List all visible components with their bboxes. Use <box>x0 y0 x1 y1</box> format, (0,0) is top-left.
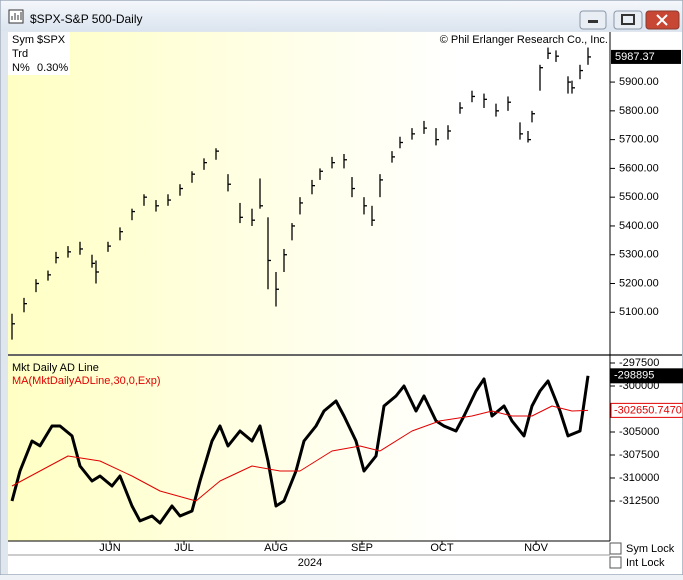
window-title: $SPX-S&P 500-Daily <box>30 12 143 26</box>
last-price-label: 5987.37 <box>615 51 655 63</box>
x-tick-label: SEP <box>351 542 373 554</box>
ad-panel <box>8 356 610 541</box>
x-tick-label: AUG <box>264 542 288 554</box>
legend-entry: Mkt Daily AD Line <box>12 362 99 374</box>
minimize-glyph <box>588 20 598 23</box>
info-text: Trd <box>12 48 28 60</box>
y-tick-label: 5500.00 <box>619 191 659 203</box>
legend-entry: MA(MktDailyADLine,30,0,Exp) <box>12 375 161 387</box>
y-tick-label: -307500 <box>619 449 659 461</box>
maximize-glyph <box>621 14 635 25</box>
x-axis-year: 2024 <box>298 557 322 569</box>
y-tick-label: 5300.00 <box>619 249 659 261</box>
info-box <box>8 32 70 75</box>
info-text: 0.30% <box>37 62 68 74</box>
sym-lock-checkbox[interactable] <box>609 542 622 555</box>
maximize-button[interactable] <box>613 10 643 30</box>
info-text: $SPX <box>37 34 66 46</box>
x-tick-label: NOV <box>524 542 549 554</box>
app-icon-glyph <box>11 12 22 20</box>
info-text: N% <box>12 62 30 74</box>
last-value-box <box>610 368 683 384</box>
y-tick-label: -310000 <box>619 472 659 484</box>
close-glyph <box>656 14 668 26</box>
copyright: © Phil Erlanger Research Co., Inc. <box>440 34 608 46</box>
y-tick-label: 5100.00 <box>619 306 659 318</box>
y-tick-label: 5800.00 <box>619 105 659 117</box>
last-price-box <box>611 49 681 64</box>
x-tick-label: OCT <box>430 542 454 554</box>
y-tick-label: -305000 <box>619 426 659 438</box>
last-value-label: -302650.7470 <box>614 404 682 416</box>
checkbox-label: Sym Lock <box>626 543 675 555</box>
y-tick-label: 5900.00 <box>619 76 659 88</box>
price-panel <box>8 32 610 354</box>
y-tick-label: 5200.00 <box>619 277 659 289</box>
y-tick-label: 5600.00 <box>619 162 659 174</box>
time-axis-area <box>8 541 682 574</box>
series-line <box>10 375 590 525</box>
x-tick-label: JUN <box>99 542 120 554</box>
last-value-label: -298895 <box>614 370 654 382</box>
x-tick-label: JUL <box>174 542 194 554</box>
checkbox-label: Int Lock <box>626 557 665 569</box>
last-value-box <box>610 402 683 418</box>
y-tick-label: -312500 <box>619 495 659 507</box>
y-tick-label: 5400.00 <box>619 220 659 232</box>
series-line <box>11 405 589 502</box>
title-bar <box>1 1 682 31</box>
int-lock-checkbox[interactable] <box>609 556 622 569</box>
info-text: Sym <box>12 34 34 46</box>
value-axis-area <box>610 32 682 541</box>
y-tick-label: 5700.00 <box>619 134 659 146</box>
y-tick-label: -297500 <box>619 357 659 369</box>
